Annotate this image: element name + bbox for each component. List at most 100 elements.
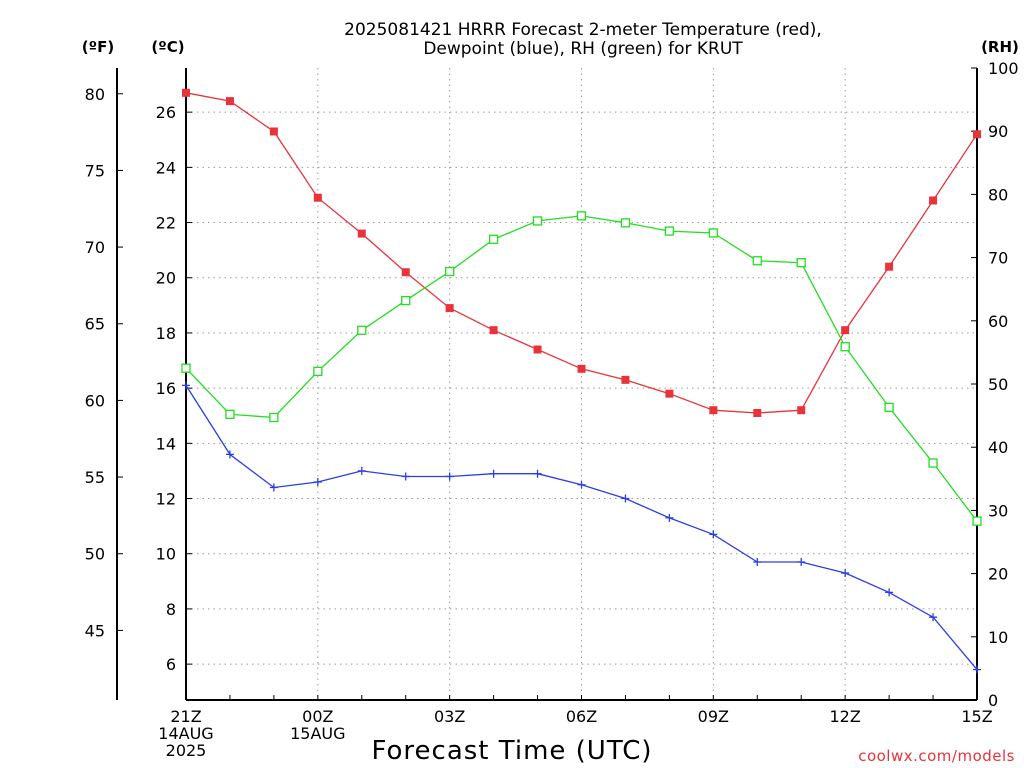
fahrenheit-tick-label: 75 <box>85 161 105 180</box>
temperature-point <box>225 97 234 106</box>
temperature-point <box>665 389 674 398</box>
rh-point <box>225 409 235 419</box>
fahrenheit-tick-label: 70 <box>85 238 105 257</box>
celsius-tick-label: 20 <box>156 269 176 288</box>
temperature-point <box>753 408 762 417</box>
rh-tick-label: 100 <box>988 59 1019 78</box>
temperature-point <box>885 262 894 271</box>
celsius-tick-label: 6 <box>166 655 176 674</box>
x-tick-label: 09Z <box>698 707 729 726</box>
dewpoint-line <box>185 385 978 671</box>
data-series <box>181 88 982 674</box>
x-tick-label: 14AUG <box>158 724 213 743</box>
rh-point <box>269 412 279 423</box>
dewpoint-point <box>225 450 234 459</box>
celsius-tick-label: 16 <box>156 379 176 398</box>
dewpoint-point <box>445 472 454 481</box>
rh-tick-label: 50 <box>988 375 1008 394</box>
chart-subtitle: Dewpoint (blue), RH (green) for KRUT <box>423 39 743 59</box>
fahrenheit-tick-label: 80 <box>85 85 105 104</box>
celsius-tick-label: 22 <box>156 214 176 233</box>
temperature-point <box>445 304 454 313</box>
x-axis-label: Forecast Time (UTC) <box>371 736 652 766</box>
rh-point <box>401 295 411 306</box>
x-tick-label: 15AUG <box>290 724 345 743</box>
x-tick-label: 15Z <box>961 707 992 726</box>
plot-frame <box>116 67 978 701</box>
temperature-point <box>269 127 278 136</box>
temperature-point <box>709 406 718 415</box>
rh-point <box>620 218 631 228</box>
dewpoint-point <box>269 483 278 492</box>
temperature-point <box>621 375 630 384</box>
chart-labels: 2025081421 HRRR Forecast 2-meter Tempera… <box>82 20 1019 766</box>
dewpoint-point <box>665 513 674 522</box>
rh-point <box>796 258 806 268</box>
celsius-tick-label: 12 <box>156 490 176 509</box>
grid-lines <box>186 68 977 700</box>
rh-point <box>445 266 455 277</box>
dewpoint-point <box>577 480 586 489</box>
temperature-point <box>841 326 850 335</box>
celsius-tick-label: 10 <box>156 545 176 564</box>
dewpoint-point <box>885 588 894 597</box>
rh-point <box>488 234 499 244</box>
dewpoint-point <box>841 569 850 578</box>
dewpoint-point <box>621 494 630 503</box>
dewpoint-point <box>182 381 190 390</box>
x-tick-label: 06Z <box>566 707 597 726</box>
fahrenheit-tick-label: 45 <box>85 621 105 640</box>
fahrenheit-tick-label: 60 <box>85 391 105 410</box>
fahrenheit-unit-label: (ºF) <box>82 38 114 56</box>
temperature-point <box>357 229 366 238</box>
temperature-point <box>973 130 981 139</box>
temperature-point <box>182 88 190 97</box>
credit-text: coolwx.com/models <box>858 747 1015 765</box>
x-tick-label: 2025 <box>166 741 207 760</box>
rh-point <box>884 402 894 413</box>
rh-tick-label: 40 <box>988 438 1008 457</box>
x-tick-label: 00Z <box>302 707 333 726</box>
x-tick-label: 21Z <box>170 707 201 726</box>
rh-tick-label: 10 <box>988 628 1008 647</box>
temperature-point <box>313 193 322 202</box>
fahrenheit-tick-label: 55 <box>85 468 105 487</box>
fahrenheit-tick-label: 65 <box>85 315 105 334</box>
rh-point <box>532 216 543 226</box>
celsius-tick-label: 18 <box>156 324 176 343</box>
dewpoint-point <box>313 477 322 486</box>
fahrenheit-tick-label: 50 <box>85 545 105 564</box>
celsius-tick-label: 26 <box>156 103 176 122</box>
celsius-tick-label: 24 <box>156 158 176 177</box>
celsius-tick-label: 14 <box>156 434 176 453</box>
dewpoint-point <box>533 469 542 478</box>
celsius-tick-label: 8 <box>166 600 176 619</box>
chart-title: 2025081421 HRRR Forecast 2-meter Tempera… <box>344 20 822 40</box>
dewpoint-point <box>357 466 366 475</box>
rh-point <box>752 256 762 266</box>
rh-point <box>840 342 850 352</box>
rh-tick-label: 90 <box>988 122 1008 141</box>
dewpoint-point <box>709 530 718 539</box>
dewpoint-point <box>929 613 938 622</box>
rh-point <box>181 363 191 373</box>
rh-tick-label: 80 <box>988 185 1008 204</box>
rh-point <box>357 325 367 335</box>
celsius-unit-label: (ºC) <box>151 38 184 56</box>
rh-point <box>928 458 938 468</box>
rh-tick-label: 30 <box>988 501 1008 520</box>
dewpoint-point <box>973 665 981 674</box>
dewpoint-point <box>797 558 806 567</box>
rh-point <box>972 516 982 526</box>
temperature-point <box>929 196 938 205</box>
temperature-point <box>533 345 542 354</box>
x-tick-label: 12Z <box>830 707 861 726</box>
rh-tick-label: 70 <box>988 249 1008 268</box>
x-tick-label: 03Z <box>434 707 465 726</box>
temperature-point <box>401 268 410 277</box>
temperature-point <box>489 326 498 335</box>
rh-point <box>313 366 323 377</box>
temperature-point <box>797 406 806 415</box>
rh-point <box>708 228 718 238</box>
